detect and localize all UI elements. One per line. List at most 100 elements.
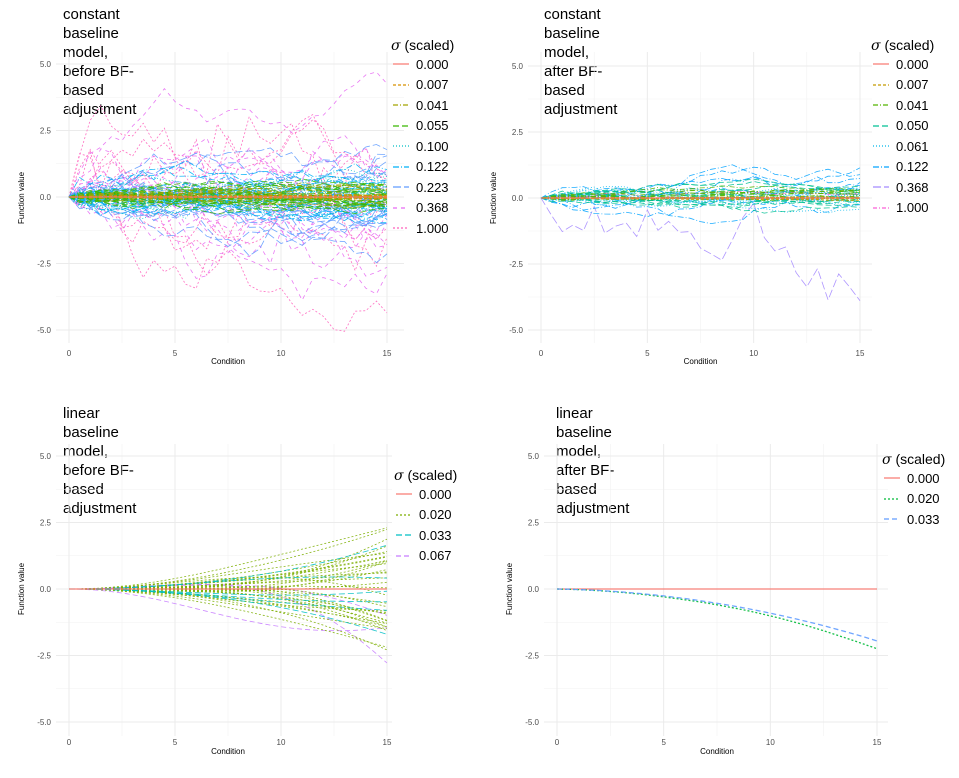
y-tick-label: 5.0 [528,452,540,461]
series-line [68,181,388,200]
legend-label: 0.033 [907,511,940,527]
series-line [68,114,388,244]
legend-linear-after: σ (scaled) 0.000 0.020 0.033 [882,451,945,530]
legend-label: 0.020 [907,491,940,507]
y-tick-label: -2.5 [37,260,51,269]
y-tick-label: 0.0 [40,193,52,202]
legend-label: 0.055 [416,118,449,134]
series-line [68,193,388,200]
legend-key [873,166,889,168]
series-line [540,178,861,199]
series-line [68,196,388,222]
series-line [540,197,861,208]
legend-item: 0.223 [391,177,454,198]
legend-item: 0.041 [871,95,934,116]
series-line [68,527,388,590]
series-1.000 [540,191,861,199]
legend-key [873,84,889,86]
chart-title: linear baseline model, before BF-based a… [63,405,137,517]
x-tick-label: 10 [749,349,758,358]
y-axis-label: Function value [489,171,498,224]
series-line [68,194,388,198]
series-line [68,196,388,215]
series-line [68,190,388,203]
x-tick-label: 15 [873,738,882,747]
sigma-symbol: σ [871,38,881,54]
series-line [540,197,861,200]
series-line [68,182,388,209]
y-axis-label: Function value [17,562,26,615]
legend-key [393,227,409,229]
series-line [69,576,388,590]
series-0.020 [556,588,878,650]
series-0.050 [540,178,861,214]
x-tick-label: 0 [67,738,72,747]
legend-item: 0.041 [391,95,454,116]
series-0.033 [69,544,388,635]
series-line [540,195,861,199]
series-line [68,148,388,242]
series-line [68,138,388,268]
x-tick-label: 15 [856,349,865,358]
legend-item: 0.050 [871,116,934,137]
y-tick-label: 5.0 [512,62,524,71]
legend-label: 0.000 [419,486,452,502]
legend-title-text: (scaled) [895,451,946,467]
series-line [68,182,388,198]
series-line [68,185,388,219]
legend-title: σ (scaled) [871,37,934,54]
x-tick-label: 10 [277,349,286,358]
x-tick-label: 5 [173,349,178,358]
legend-item: 0.000 [871,54,934,75]
series-line [68,186,388,279]
series-line [69,584,388,616]
legend-key [873,207,889,209]
series-line [540,191,861,199]
legend-label: 0.368 [416,200,449,216]
legend-label: 0.041 [416,97,449,113]
legend-item: 0.007 [871,75,934,96]
series-line [68,192,388,200]
y-tick-label: 0.0 [40,585,52,594]
legend-title-text: (scaled) [407,467,458,483]
series-line [556,588,878,650]
series-line [540,194,861,202]
series-line [556,588,878,642]
legend-item: 1.000 [871,198,934,219]
legend-key [873,125,889,127]
legend-item: 0.000 [394,484,457,505]
y-tick-label: 0.0 [512,194,524,203]
series-0.033 [556,588,878,642]
sigma-symbol: σ [394,468,404,484]
series-line [68,71,388,198]
legend-item: 0.007 [391,75,454,96]
legend-key [393,166,409,168]
series-line [68,588,388,648]
series-line [68,180,388,277]
x-tick-label: 10 [766,738,775,747]
sigma-symbol: σ [391,38,401,54]
series-lines [540,164,861,302]
legend-constant-after: σ (scaled) 0.000 0.007 0.041 0.050 0.061 0.12… [871,37,934,218]
series-line [68,583,388,664]
series-line [540,196,861,207]
series-line [68,576,388,596]
legend-key [873,186,889,188]
series-line [68,196,388,206]
y-tick-label: -5.0 [509,326,523,335]
series-line [68,147,388,198]
series-line [68,196,388,208]
series-line [68,194,388,198]
legend-title-text: (scaled) [404,37,455,53]
legend-key [393,186,409,188]
series-line [68,187,388,214]
legend-item: 0.368 [391,198,454,219]
legend-label: 0.007 [416,77,449,93]
legend-key [396,493,412,495]
y-tick-label: -5.0 [37,718,51,727]
legend-label: 0.122 [416,159,449,175]
chart-title: constant baseline model, after BF-based … [544,6,618,118]
